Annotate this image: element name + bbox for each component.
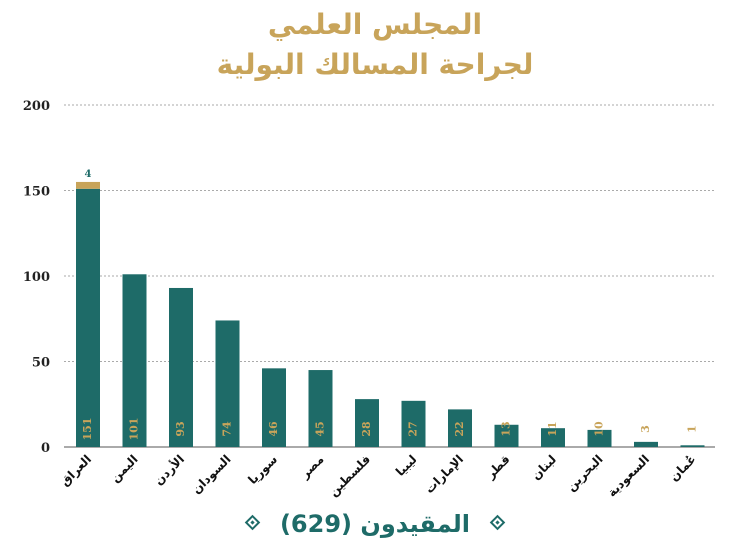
bar-stack-segment (76, 181, 100, 189)
bar-value-label: 45 (314, 421, 327, 436)
x-tick-label: لبنان (529, 452, 559, 482)
bar (169, 287, 193, 447)
bar (215, 320, 240, 447)
bar-value-label: 28 (360, 421, 373, 437)
x-tick-label: الأردن (151, 452, 187, 488)
y-tick-label: 100 (23, 270, 50, 285)
x-tick-label: فلسطين (326, 452, 373, 499)
bar (587, 429, 612, 447)
y-tick-label: 200 (23, 99, 50, 114)
bar (448, 409, 472, 447)
stack-value-label: 4 (85, 169, 92, 180)
x-tick-label: البحرين (564, 452, 606, 494)
bar-value-label: 151 (81, 418, 94, 441)
bar (680, 445, 705, 447)
x-tick-label: العراق (58, 452, 95, 489)
diamond-icon-right (490, 514, 506, 530)
chart-title-line1: المجلس العلمي (267, 8, 483, 41)
bar-value-label: 27 (407, 421, 420, 436)
footer-label: المقيدون (629) (279, 510, 471, 538)
y-tick-label: 150 (23, 185, 50, 200)
bar (122, 274, 147, 447)
bar-value-label: 1 (686, 425, 699, 433)
bar (634, 441, 658, 447)
bar (355, 399, 379, 447)
x-tick-label: قطر (483, 452, 513, 482)
bar (401, 400, 426, 447)
footer-total: المقيدون (629) (0, 510, 750, 538)
y-tick-label: 0 (41, 441, 50, 456)
bar-value-label: 10 (593, 421, 606, 437)
y-tick-label: 50 (32, 356, 50, 371)
bar-value-label: 101 (128, 418, 141, 441)
x-tick-label: ليبيا (393, 452, 420, 479)
bar-value-label: 93 (174, 421, 187, 436)
bar (262, 368, 286, 447)
bar-value-label: 74 (221, 421, 234, 437)
x-tick-label: الإمارات (422, 452, 466, 496)
bar (541, 428, 565, 447)
bar-value-label: 46 (267, 421, 280, 437)
bar (308, 370, 333, 447)
bar-value-label: 22 (453, 421, 466, 436)
x-tick-label: السودان (189, 452, 234, 497)
x-tick-label: مصر (297, 452, 326, 481)
x-tick-label: السعودية (605, 452, 653, 500)
bar-value-label: 3 (639, 425, 652, 433)
bar (494, 424, 519, 447)
x-tick-label: سوريا (245, 452, 281, 488)
bar-value-label: 13 (500, 421, 513, 436)
x-tick-label: عُمان (667, 452, 699, 484)
chart-title-line2: لجراحة المسالك البولية (216, 48, 534, 81)
diamond-icon-left (244, 514, 260, 530)
x-tick-label: اليمن (108, 452, 141, 485)
bar (76, 188, 100, 448)
bar-value-label: 11 (546, 421, 559, 436)
